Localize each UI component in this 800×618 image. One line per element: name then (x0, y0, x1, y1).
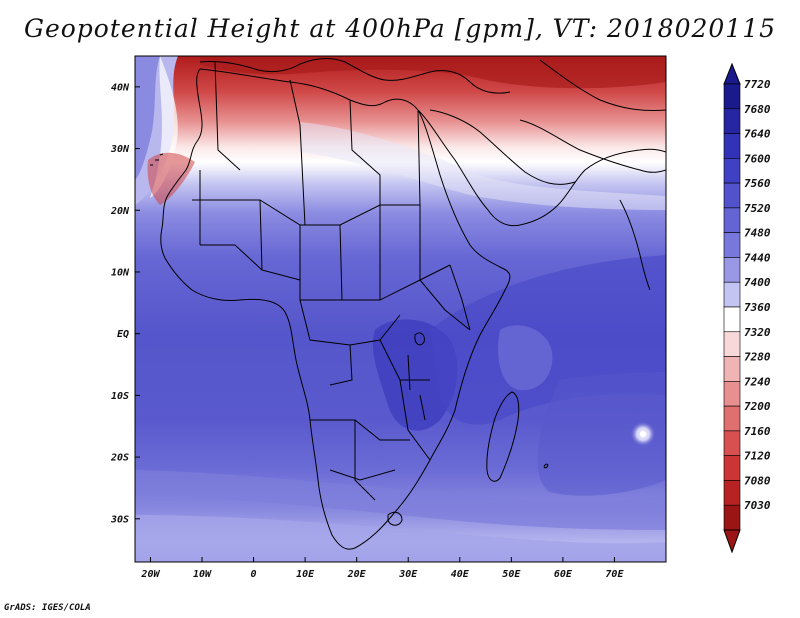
lat-tick-label: 10S (111, 391, 129, 402)
colorbar-swatch (723, 331, 741, 357)
colorbar-label: 7560 (744, 177, 771, 190)
colorbar-label: 7280 (744, 351, 771, 364)
colorbar-label: 7480 (744, 227, 771, 240)
colorbar-swatch (723, 158, 741, 184)
coastlines-borders (150, 57, 666, 550)
colorbar-label: 7160 (744, 425, 771, 438)
colorbar-label: 7200 (744, 400, 771, 413)
credit-label: GrADS: IGES/COLA (4, 603, 91, 613)
colorbar-label: 7240 (744, 375, 771, 388)
lon-tick-label: 70E (605, 569, 624, 580)
colorbar-label: 7360 (744, 301, 771, 314)
colorbar-label: 7440 (744, 251, 771, 264)
colorbar-label: 7640 (744, 128, 771, 141)
lat-tick-label: 10N (111, 267, 130, 278)
colorbar-label: 7320 (744, 326, 771, 339)
colorbar-swatch (723, 480, 741, 506)
colorbar-label: 7400 (744, 276, 771, 289)
colorbar-swatch (723, 455, 741, 481)
colorbar: 7720 7680 7640 7600 7560 7520 7480 7440 7400 7360… (723, 62, 771, 554)
map-frame (134, 55, 667, 563)
colorbar-top-arrow (723, 62, 741, 85)
colorbar-swatch (723, 281, 741, 308)
lon-tick-label: 20W (140, 569, 160, 580)
colorbar-label: 7120 (744, 450, 771, 463)
colorbar-swatch (723, 356, 741, 382)
colorbar-swatch (723, 257, 741, 283)
latitude-ticks: 40N 30N 20N 10N EQ 10S 20S 30S (110, 82, 140, 525)
height-field (135, 56, 666, 562)
colorbar-swatch (723, 108, 741, 134)
lat-tick-label: 20S (110, 453, 129, 464)
colorbar-label: 7600 (744, 152, 771, 165)
lon-tick-label: 0 (251, 569, 257, 580)
map-title: Geopotential Height at 400hPa [gpm], VT:… (23, 14, 777, 43)
lon-tick-label: 30E (398, 569, 418, 580)
lon-tick-label: 20E (347, 569, 367, 580)
lon-tick-label: 10W (193, 569, 212, 580)
colorbar-label: 7680 (744, 103, 771, 116)
colorbar-swatch (723, 83, 741, 110)
lon-tick-label: 60E (554, 569, 573, 580)
colorbar-swatch (723, 504, 741, 531)
colorbar-label: 7080 (744, 474, 771, 487)
lat-tick-label: 30N (110, 144, 130, 155)
colorbar-swatch (723, 182, 741, 209)
colorbar-swatch (723, 133, 741, 159)
lon-tick-label: 10E (296, 569, 315, 580)
colorbar-swatch (723, 381, 741, 407)
colorbar-swatch (723, 207, 741, 233)
colorbar-label: 7030 (744, 499, 771, 512)
longitude-ticks: 20W 10W 0 10E 20E 30E 40E 50E 60E 70E (140, 557, 624, 580)
colorbar-swatch (723, 306, 741, 333)
lat-tick-label: 20N (110, 206, 130, 217)
lat-tick-label: 40N (111, 82, 130, 93)
colorbar-label: 7520 (744, 202, 771, 215)
lat-tick-label: EQ (117, 329, 129, 340)
colorbar-swatch (723, 232, 741, 258)
lon-tick-label: 50E (502, 569, 521, 580)
colorbar-bottom-arrow (723, 529, 741, 554)
colorbar-swatch (723, 405, 741, 432)
lat-tick-label: 30S (110, 514, 129, 525)
colorbar-label: 7720 (744, 78, 771, 91)
lon-tick-label: 40E (451, 569, 470, 580)
colorbar-swatch (723, 430, 741, 456)
